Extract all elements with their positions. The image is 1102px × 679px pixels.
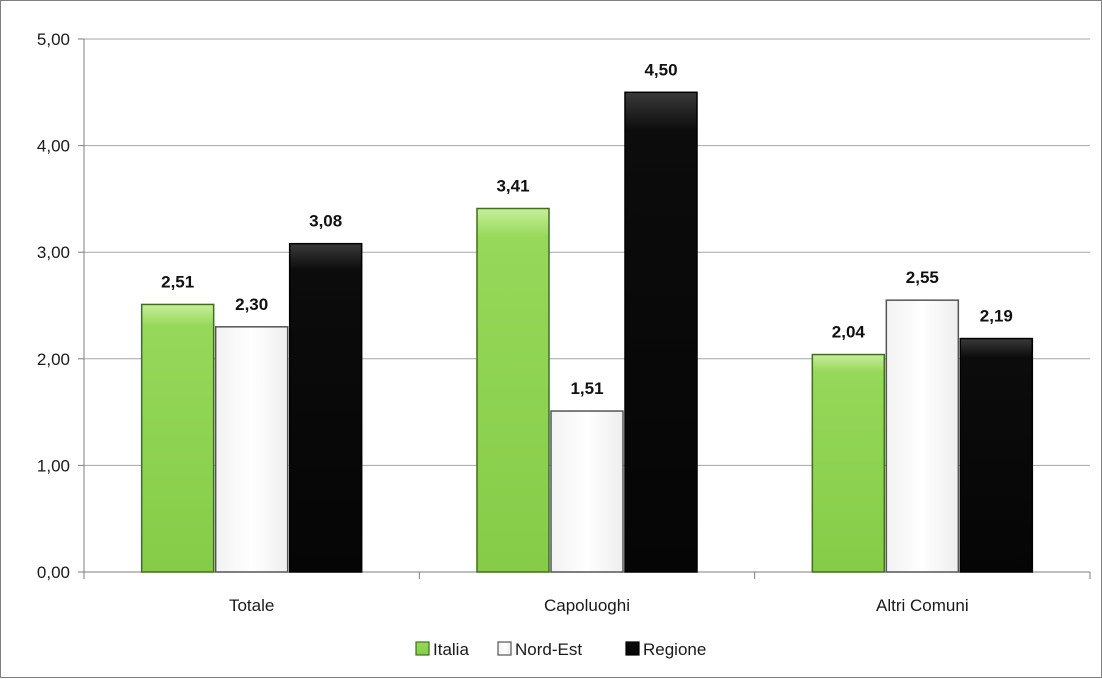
bar-italia-altri-comuni xyxy=(811,353,886,573)
data-label: 3,08 xyxy=(309,212,342,231)
legend-label: Italia xyxy=(433,640,469,659)
y-tick-label: 5,00 xyxy=(37,30,70,49)
legend-label: Regione xyxy=(643,640,706,659)
legend-swatch-regione xyxy=(625,641,640,656)
bar-nord-est-altri-comuni xyxy=(885,299,960,573)
data-label: 2,51 xyxy=(161,272,194,291)
x-tick-label: Totale xyxy=(229,596,274,615)
y-tick-label: 3,00 xyxy=(37,243,70,262)
data-label: 4,50 xyxy=(644,60,677,79)
bar-italia-totale xyxy=(140,303,215,573)
bars xyxy=(140,91,1034,573)
data-labels: 2,51 2,30 3,08 3,41 1,51 4,50 2,04 2,55 2,19 xyxy=(161,60,1013,398)
data-label: 1,51 xyxy=(570,379,603,398)
legend-label: Nord-Est xyxy=(515,640,582,659)
legend: Italia Nord-Est Regione xyxy=(415,640,706,659)
bar-nord-est-totale xyxy=(214,326,289,573)
bar-italia-capoluoghi xyxy=(476,207,550,573)
bar-regione-capoluoghi xyxy=(624,91,698,573)
bar-regione-totale xyxy=(288,242,363,573)
bar-regione-altri-comuni xyxy=(959,337,1034,573)
data-label: 2,30 xyxy=(235,295,268,314)
data-label: 2,04 xyxy=(832,323,866,342)
y-tick-label: 4,00 xyxy=(37,137,70,156)
data-label: 3,41 xyxy=(496,176,529,195)
legend-swatch-italia xyxy=(415,641,430,656)
x-tick-label: Capoluoghi xyxy=(544,596,630,615)
bar-nord-est-capoluoghi xyxy=(550,410,624,573)
data-label: 2,55 xyxy=(906,268,939,287)
legend-swatch-nord-est xyxy=(497,641,512,656)
y-tick-label: 1,00 xyxy=(37,456,70,475)
data-label: 2,19 xyxy=(980,307,1013,326)
y-tick-label: 0,00 xyxy=(37,563,70,582)
x-tick-label: Altri Comuni xyxy=(876,596,969,615)
y-tick-label: 2,00 xyxy=(37,350,70,369)
